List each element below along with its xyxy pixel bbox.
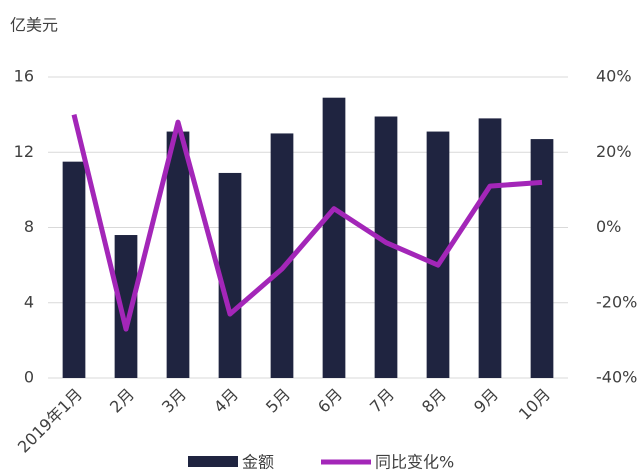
bar [62,161,86,378]
legend-label: 金额 [242,453,274,472]
y2-tick-label: 40% [596,67,632,86]
y2-tick-label: -20% [596,292,637,311]
bar [374,116,398,378]
y-tick-label: 16 [14,67,34,86]
x-tick-label: 8月 [418,385,450,417]
bar [322,97,346,378]
x-tick-label: 10月 [515,385,554,424]
y-tick-label: 0 [24,368,34,387]
y-unit-label: 亿美元 [10,16,58,35]
y-tick-label: 12 [14,142,34,161]
y-tick-label: 4 [24,292,34,311]
bar [114,235,138,378]
x-tick-label: 7月 [366,385,398,417]
y2-tick-label: 20% [596,142,632,161]
bar [166,131,190,378]
bar [270,133,294,378]
x-tick-label: 2019年1月 [14,385,86,457]
x-tick-label: 9月 [470,385,502,417]
bar [530,139,554,378]
bar [426,131,450,378]
bar [218,172,242,378]
line [71,114,543,332]
legend-swatch [188,456,238,467]
x-tick-label: 4月 [210,385,242,417]
x-tick-label: 5月 [262,385,294,417]
bar [478,118,502,378]
x-tick-label: 6月 [314,385,346,417]
y-tick-label: 8 [24,217,34,236]
x-tick-label: 2月 [106,385,138,417]
y2-tick-label: 0% [596,217,621,236]
y2-tick-label: -40% [596,368,637,387]
legend-label: 同比变化% [375,453,454,472]
x-tick-label: 3月 [158,385,190,417]
